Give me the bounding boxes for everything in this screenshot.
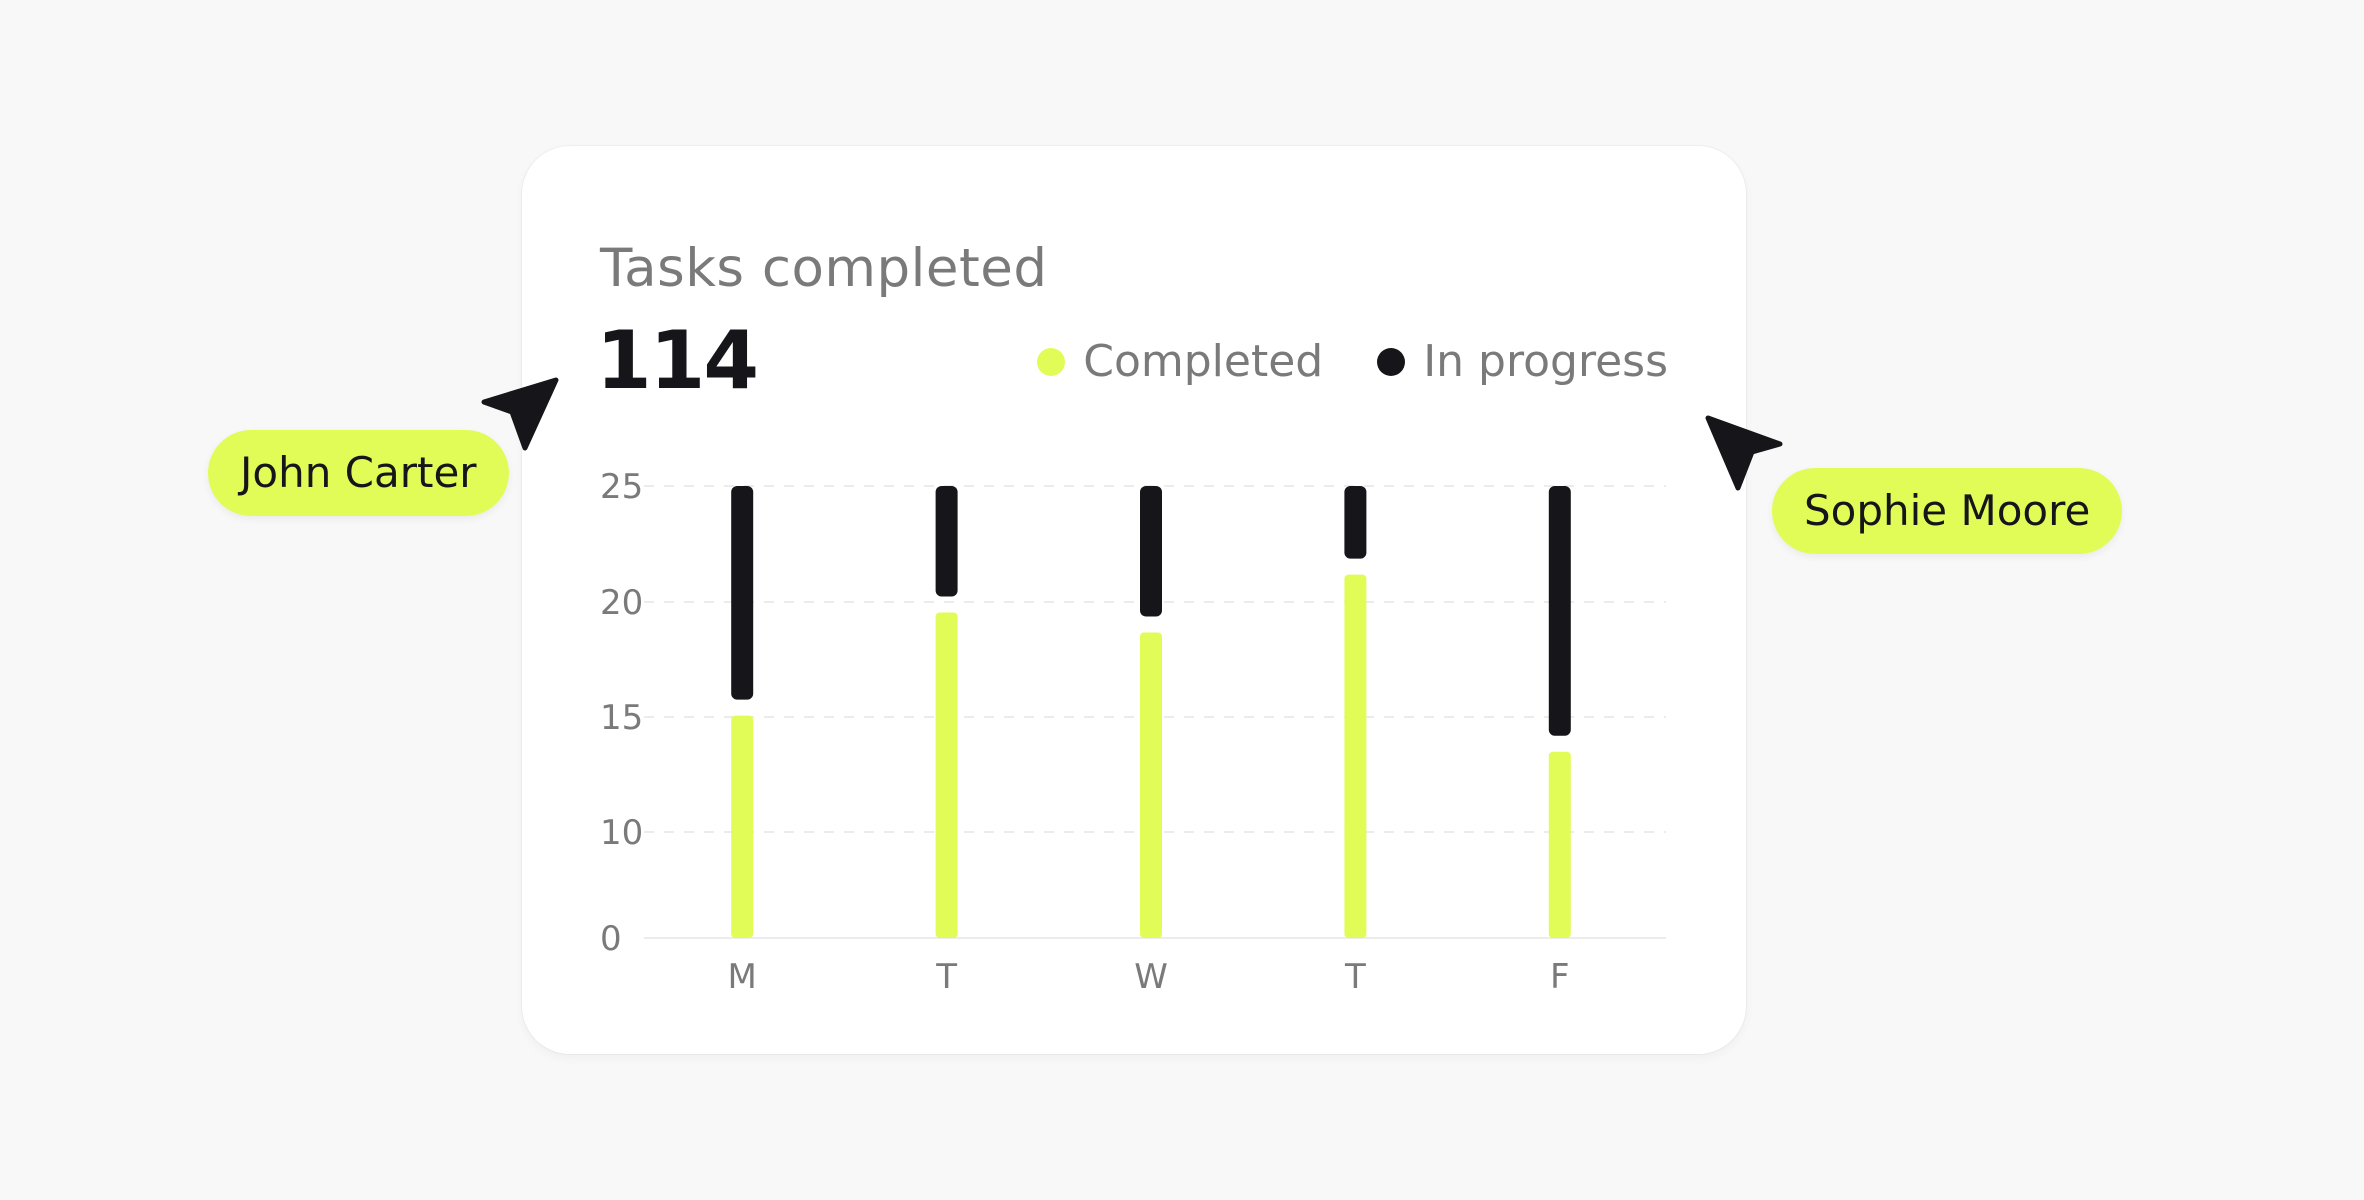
stacked-bar-chart: 25 20 15 10 0 M T W T F <box>600 467 1666 997</box>
legend-item-in-progress: In progress <box>1377 336 1668 387</box>
bar-completed <box>1548 751 1571 938</box>
chart-legend: Completed In progress <box>1037 336 1668 387</box>
legend-label-completed: Completed <box>1083 336 1324 387</box>
x-tick-label: M <box>728 957 757 997</box>
y-tick-label: 25 <box>600 467 643 507</box>
legend-item-completed: Completed <box>1037 336 1323 387</box>
bar-completed <box>935 612 958 938</box>
y-tick-label: 10 <box>600 813 643 853</box>
arrow-cursor-icon <box>481 377 559 451</box>
bar-in-progress <box>935 486 958 597</box>
bar-in-progress <box>731 486 754 700</box>
legend-dot-completed <box>1037 347 1066 376</box>
arrow-cursor-icon <box>1705 415 1783 491</box>
x-tick-label: F <box>1550 957 1570 997</box>
bar-in-progress <box>1140 486 1162 617</box>
tasks-card: Tasks completed 114 Completed In progres… <box>522 146 1746 1054</box>
x-tick-label: T <box>1344 957 1366 997</box>
x-tick-label: W <box>1134 957 1168 997</box>
card-title: Tasks completed <box>600 238 1048 299</box>
legend-dot-in-progress <box>1377 347 1406 376</box>
tasks-total: 114 <box>596 314 759 407</box>
user-tag-sophie-moore: Sophie Moore <box>1772 468 2123 554</box>
bar-completed <box>731 715 754 938</box>
user-tag-john-carter: John Carter <box>208 430 509 516</box>
bar-completed <box>1344 574 1367 938</box>
x-tick-label: T <box>935 957 957 997</box>
legend-label-in-progress: In progress <box>1423 336 1668 387</box>
bar-in-progress <box>1548 486 1571 736</box>
y-tick-label: 20 <box>600 583 643 623</box>
bar-in-progress <box>1344 486 1367 559</box>
y-tick-label: 0 <box>600 919 622 959</box>
bar-completed <box>1140 632 1162 938</box>
y-tick-label: 15 <box>600 698 643 738</box>
